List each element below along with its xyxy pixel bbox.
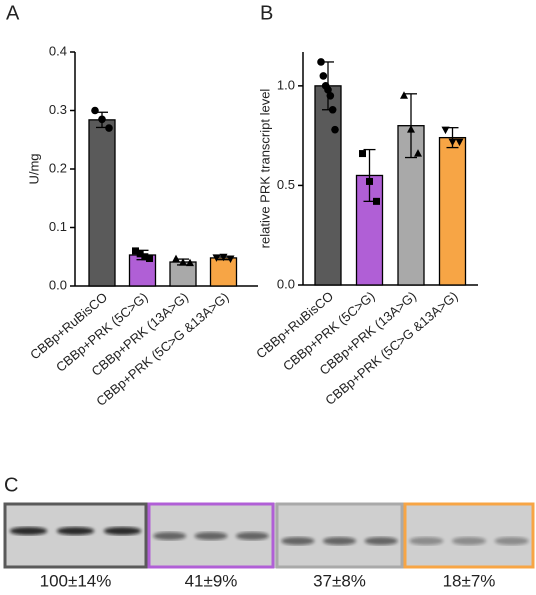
- bar: [209, 257, 238, 287]
- y-axis-label: U/mg: [26, 153, 41, 184]
- blot-label: 100±14%: [40, 571, 112, 590]
- data-point: [132, 247, 139, 255]
- data-point: [359, 150, 366, 158]
- data-point: [212, 254, 221, 262]
- blot-band: [153, 532, 187, 540]
- data-point: [226, 255, 235, 264]
- panel-letter: A: [6, 2, 20, 24]
- blot-band: [103, 527, 142, 535]
- blot-frame: [275, 502, 404, 569]
- y-tick-label: 0.4: [49, 43, 67, 58]
- blot-band: [409, 537, 444, 545]
- data-point: [91, 106, 99, 115]
- data-point: [400, 91, 408, 99]
- blot-frame: [3, 502, 148, 569]
- blot-band: [281, 537, 315, 545]
- data-point: [448, 138, 457, 147]
- y-tick-label: 0.3: [49, 102, 67, 117]
- y-tick-label: 0.2: [49, 160, 67, 175]
- data-point: [317, 58, 325, 66]
- panel-letter: B: [260, 2, 273, 24]
- blot-frame: [147, 502, 275, 569]
- blot-band: [494, 537, 529, 545]
- blot-band: [194, 532, 228, 540]
- data-point: [186, 258, 194, 267]
- data-point: [455, 138, 464, 147]
- panel-letter: C: [4, 474, 18, 496]
- y-tick-label: 1.0: [277, 77, 295, 92]
- data-point: [319, 72, 328, 80]
- blot-band: [364, 537, 398, 545]
- blot-band: [451, 537, 487, 545]
- y-tick-label: 0.0: [277, 276, 295, 291]
- bar: [88, 119, 116, 287]
- blot-label: 18±7%: [443, 571, 496, 590]
- bar: [438, 136, 467, 286]
- data-point: [179, 258, 187, 266]
- data-point: [366, 177, 373, 185]
- blot-band: [322, 537, 357, 545]
- data-point: [141, 253, 149, 261]
- data-point: [328, 105, 337, 114]
- data-point: [326, 92, 335, 100]
- data-point: [98, 115, 106, 124]
- data-point: [324, 86, 332, 94]
- blot-band: [235, 532, 269, 540]
- bar: [314, 85, 342, 286]
- blot-band: [56, 527, 95, 535]
- y-tick-label: 0.0: [49, 277, 67, 292]
- blot-label: 41±9%: [185, 571, 238, 590]
- data-point: [407, 125, 415, 133]
- data-point: [331, 125, 339, 134]
- blot-label: 37±8%: [313, 571, 366, 590]
- y-tick-label: 0.1: [49, 219, 67, 234]
- blot-frame: [403, 502, 535, 569]
- data-point: [414, 149, 422, 157]
- blot-background: [5, 503, 533, 568]
- blot-band: [9, 527, 48, 535]
- data-point: [146, 255, 153, 263]
- data-point: [373, 197, 380, 205]
- data-point: [219, 253, 228, 262]
- y-tick-label: 0.5: [277, 177, 295, 192]
- data-point: [172, 254, 180, 263]
- y-axis-label: relative PRK transcript level: [257, 89, 272, 249]
- data-point: [136, 250, 144, 258]
- data-point: [105, 124, 113, 132]
- data-point: [441, 126, 450, 135]
